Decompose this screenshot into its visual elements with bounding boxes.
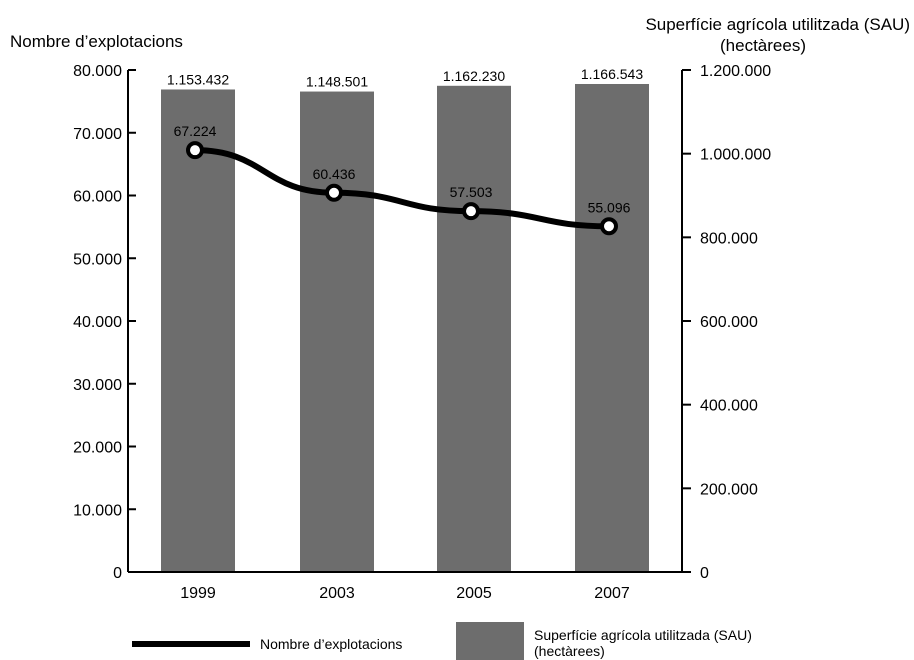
bar-2005 [437,85,511,573]
line-value-label: 67.224 [174,123,217,139]
category-label: 1999 [180,585,216,602]
left-tick-label: 70.000 [73,126,122,143]
bar-value-label: 1.148.501 [306,74,368,90]
line-point-1999 [186,141,204,160]
bar-value-label: 1.153.432 [167,71,229,87]
right-axis: 0 200.000 400.000 600.000 800.000 1.000.000 1.… [681,63,771,582]
line-point-2003 [325,183,343,202]
right-axis-title-line2: (hectàrees) [720,36,806,55]
left-tick-label: 20.000 [73,440,122,457]
x-axis-categories: 1999 2003 2005 2007 [180,585,630,602]
left-axis: 0 10.000 20.000 30.000 40.000 50.000 60.000 70.… [73,63,682,582]
left-tick-label: 30.000 [73,377,122,394]
bar-2003 [300,91,374,572]
right-tick-label: 800.000 [700,230,758,247]
right-tick-label: 200.000 [700,481,758,498]
category-label: 2003 [319,585,355,602]
right-tick-label: 400.000 [700,398,758,415]
line-point-2007 [600,217,618,236]
line-value-label: 57.503 [450,184,493,200]
bar-1999 [161,89,235,572]
legend-bar-label-line2: (hectàrees) [534,643,605,659]
left-tick-label: 10.000 [73,502,122,519]
right-tick-label: 0 [700,565,709,582]
legend: Nombre d’explotacions Superfície agrícol… [132,622,752,660]
legend-bar-swatch [456,622,524,660]
bar-value-label: 1.162.230 [443,68,505,84]
legend-bar-label-line1: Superfície agrícola utilitzada (SAU) [534,627,752,643]
right-tick-label: 1.200.000 [700,63,771,80]
right-axis-title-line1: Superfície agrícola utilitzada (SAU) [645,15,910,34]
category-label: 2005 [456,585,492,602]
left-tick-label: 0 [113,565,122,582]
bar-2007 [575,83,649,572]
line-value-label: 55.096 [588,199,631,215]
bar-value-label: 1.166.543 [581,66,643,82]
category-label: 2007 [594,585,630,602]
left-tick-label: 40.000 [73,314,122,331]
legend-line-label: Nombre d’explotacions [260,636,402,652]
right-tick-label: 1.000.000 [700,147,771,164]
left-tick-label: 50.000 [73,251,122,268]
line-point-2005 [462,202,480,221]
right-tick-label: 600.000 [700,314,758,331]
legend-line-swatch [132,641,250,647]
left-tick-label: 80.000 [73,63,122,80]
line-value-label: 60.436 [313,166,356,182]
line-series: 67.224 60.436 57.503 55.096 [174,123,631,236]
bar-series: 1.153.432 1.148.501 1.162.230 1.166.543 [161,66,649,573]
line-path [192,147,612,230]
left-axis-title: Nombre d’explotacions [10,32,183,51]
left-tick-label: 60.000 [73,189,122,206]
